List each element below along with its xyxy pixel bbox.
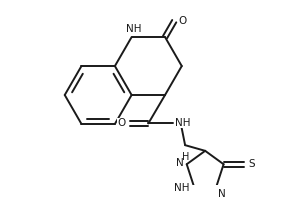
Text: H: H [182, 152, 190, 162]
Text: S: S [249, 159, 255, 169]
Text: O: O [118, 118, 126, 128]
Text: NH: NH [174, 183, 190, 193]
Text: N: N [218, 189, 226, 199]
Text: NH: NH [175, 118, 190, 128]
Text: O: O [178, 16, 187, 26]
Text: NH: NH [125, 24, 141, 34]
Text: N: N [176, 158, 183, 168]
